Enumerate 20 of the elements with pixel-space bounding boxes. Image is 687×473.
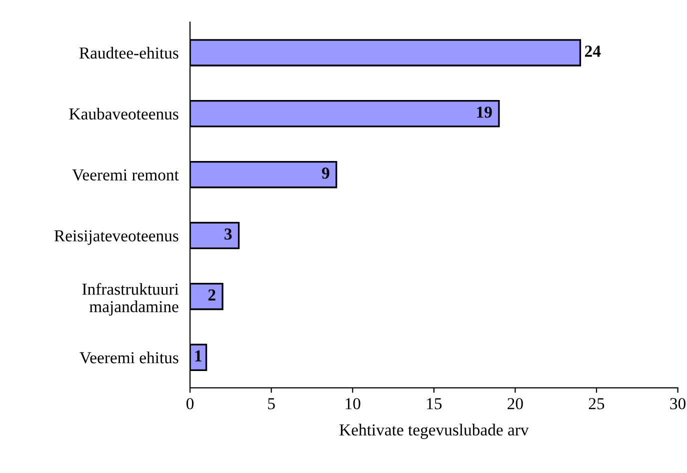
data-label: 3 (224, 228, 232, 240)
y-tick-label: Veeremi remont (72, 169, 179, 181)
x-axis-title: Kehtivate tegevuslubade arv (340, 424, 529, 439)
x-tick-label: 10 (346, 398, 360, 410)
x-tick-label: 25 (588, 398, 604, 410)
data-label: 9 (322, 168, 330, 179)
data-label: 19 (477, 106, 492, 118)
y-tick-label: Veeremi ehitus (80, 352, 178, 364)
x-tick-label: 30 (670, 398, 686, 410)
data-label: 24 (585, 46, 601, 57)
y-tick-label: Raudtee-ehitus (79, 46, 178, 59)
x-tick-label: 20 (508, 398, 523, 410)
data-label: 1 (195, 350, 202, 362)
x-tick-label: 5 (268, 398, 275, 410)
y-tick-label: Infrastruktuuri majandamine (82, 282, 179, 316)
x-tick-label: 0 (186, 398, 194, 410)
y-tick-label: Kaubaveoteenus (69, 108, 178, 120)
y-tick-label: Reisijateveoteenus (54, 230, 178, 245)
data-label: 2 (208, 289, 216, 300)
x-tick-label: 15 (427, 398, 442, 410)
